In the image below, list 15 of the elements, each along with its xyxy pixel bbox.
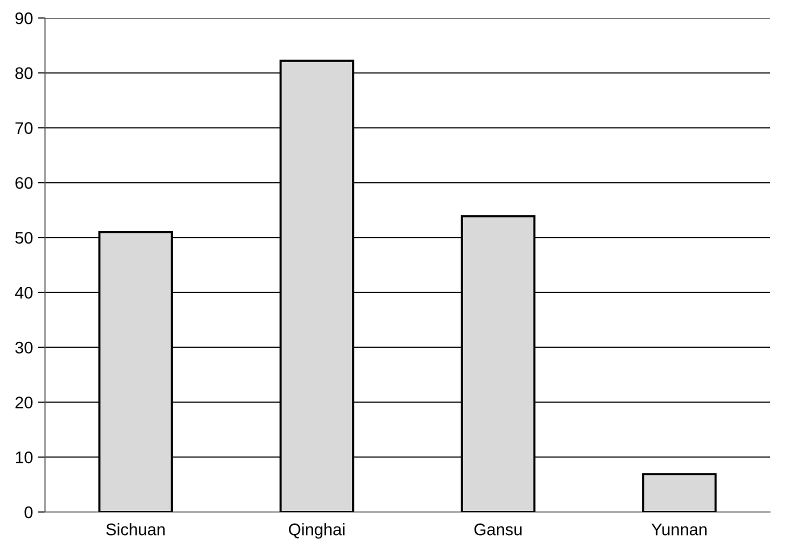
x-tick-label: Yunnan [651,524,707,536]
y-tick-label: 0 [24,506,33,518]
y-tick-label: 70 [16,122,33,134]
y-tick-label: 90 [15,12,33,24]
bar [642,473,717,512]
y-tick-label: 10 [16,452,33,464]
x-tick-label: Sichuan [106,523,165,536]
y-tick-label: 50 [15,232,33,244]
y-tick-label: 80 [15,67,33,80]
y-tick-label: 60 [16,177,33,189]
x-tick-label: Qinghai [288,523,344,539]
y-tick-label: 20 [15,396,33,408]
x-tick-label: Gansu [474,524,522,536]
y-tick-label: 40 [15,286,33,299]
y-tick-label: 30 [15,342,33,354]
